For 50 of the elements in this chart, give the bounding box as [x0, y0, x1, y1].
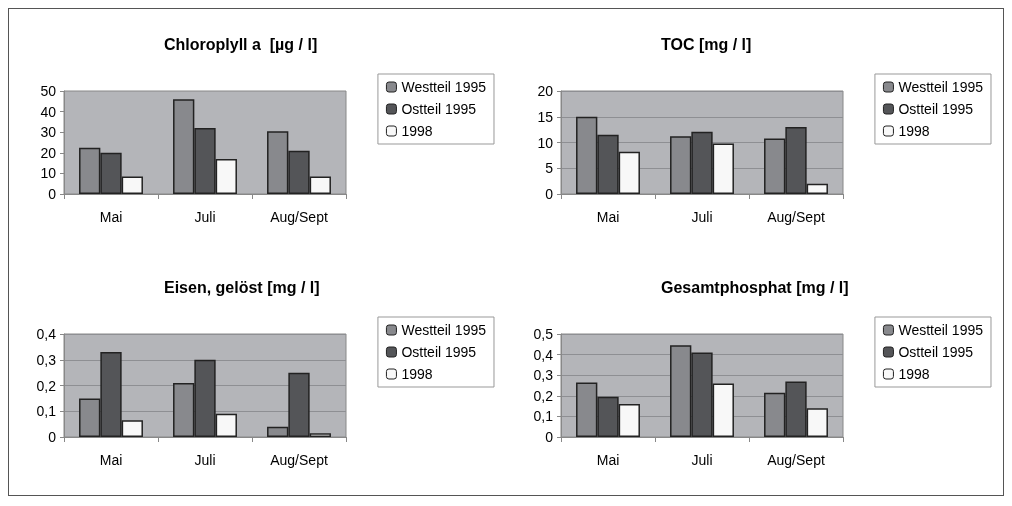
chart-title: Chloroplyll a [µg / l] [164, 35, 318, 53]
legend-label: Ostteil 1995 [401, 344, 477, 360]
y-tick-label: 0 [545, 429, 554, 445]
x-tick-label: Mai [596, 209, 620, 225]
y-tick-label: 20 [40, 144, 57, 161]
y-tick-label: 0,4 [533, 346, 554, 363]
legend-label: Westteil 1995 [898, 79, 984, 95]
legend-label: 1998 [401, 366, 433, 382]
y-tick-label: 0,1 [533, 408, 554, 425]
x-tick-label: Juli [194, 452, 216, 468]
y-tick-label: 30 [40, 124, 57, 141]
x-tick-label: Juli [691, 452, 713, 468]
y-tick-label: 0,2 [36, 377, 57, 394]
x-tick-label: Mai [99, 209, 123, 225]
x-tick-label: Aug/Sept [767, 209, 825, 225]
x-tick-label: Aug/Sept [270, 209, 328, 225]
y-tick-label: 0 [48, 186, 57, 202]
y-tick-label: 0,4 [36, 326, 57, 342]
legend-label: Westteil 1995 [401, 322, 487, 338]
chart-title: Gesamtphosphat [mg / l] [661, 278, 849, 296]
legend-label: Ostteil 1995 [401, 101, 477, 117]
legend-label: Westteil 1995 [401, 79, 487, 95]
y-tick-label: 40 [40, 103, 57, 120]
x-tick-label: Aug/Sept [270, 452, 328, 468]
x-tick-label: Juli [194, 209, 216, 225]
y-tick-label: 5 [545, 160, 554, 177]
y-tick-label: 0,3 [533, 367, 554, 384]
x-tick-label: Aug/Sept [767, 452, 825, 468]
x-tick-label: Mai [596, 452, 620, 468]
y-tick-label: 10 [537, 134, 554, 151]
legend-label: 1998 [898, 123, 930, 139]
legend-label: Westteil 1995 [898, 322, 984, 338]
y-tick-label: 0,3 [36, 351, 57, 368]
chart-title: TOC [mg / l] [661, 35, 752, 53]
y-tick-label: 0,5 [533, 326, 554, 342]
y-tick-label: 20 [537, 83, 554, 99]
legend-label: 1998 [401, 123, 433, 139]
y-tick-label: 0 [545, 186, 554, 202]
x-tick-label: Juli [691, 209, 713, 225]
y-tick-label: 0 [48, 429, 57, 445]
y-tick-label: 50 [40, 83, 57, 99]
legend-label: 1998 [898, 366, 930, 382]
y-tick-label: 10 [40, 165, 57, 182]
y-tick-label: 0,2 [533, 387, 554, 404]
legend-label: Ostteil 1995 [898, 101, 974, 117]
y-tick-label: 0,1 [36, 403, 57, 420]
x-tick-label: Mai [99, 452, 123, 468]
chart-title: Eisen, gelöst [mg / l] [164, 278, 320, 296]
legend-label: Ostteil 1995 [898, 344, 974, 360]
y-tick-label: 15 [537, 108, 554, 125]
